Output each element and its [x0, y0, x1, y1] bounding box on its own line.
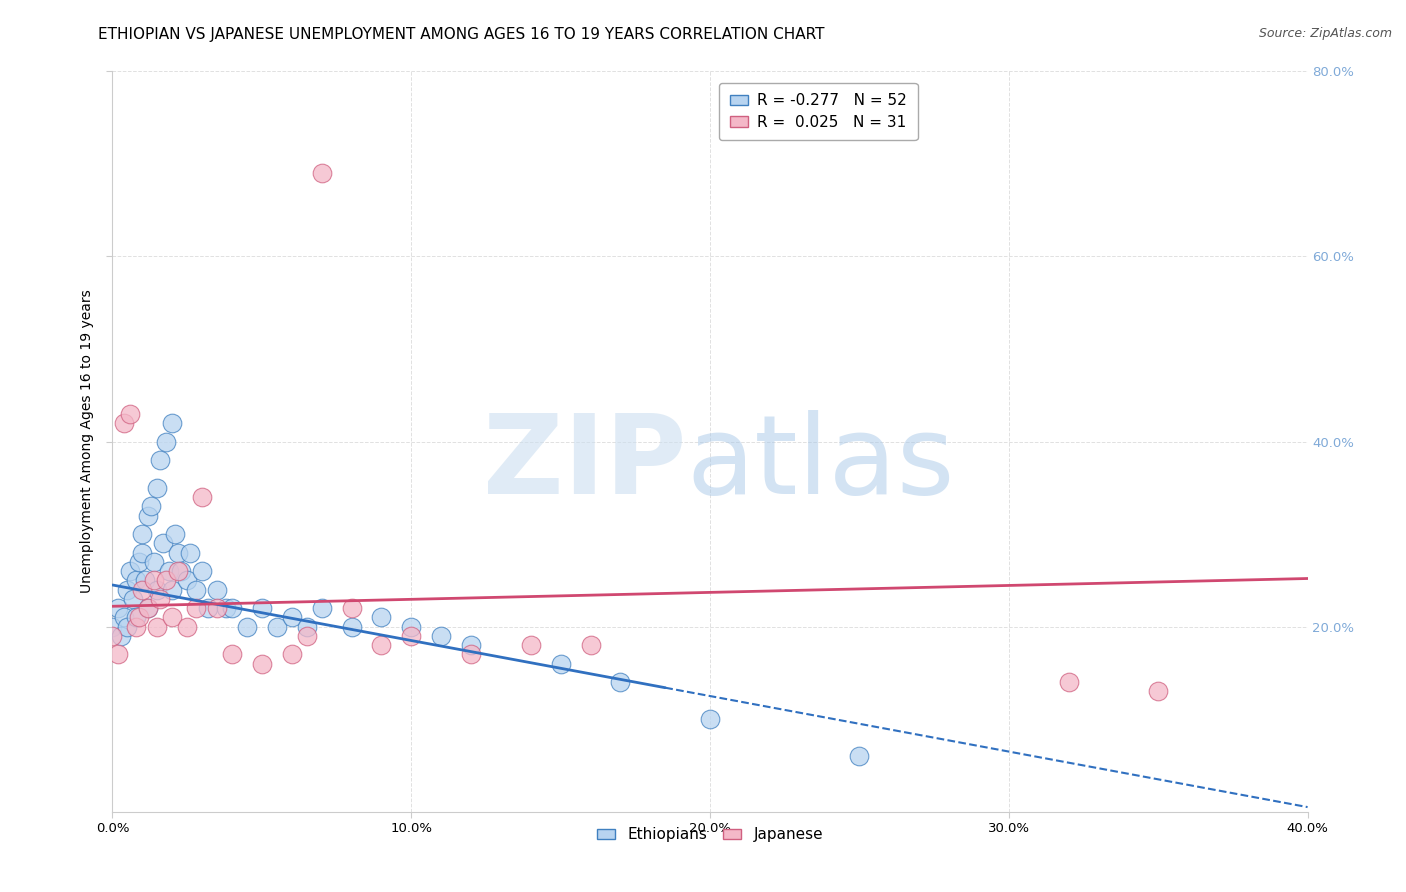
Point: [149, 453, 172, 467]
Point: [125, 619, 148, 633]
Point: [131, 545, 153, 560]
Point: [205, 601, 228, 615]
Point: [131, 527, 153, 541]
Point: [401, 629, 423, 643]
Point: [205, 582, 228, 597]
Point: [370, 610, 392, 624]
Point: [340, 619, 363, 633]
Point: [162, 610, 183, 624]
Point: [117, 582, 139, 597]
Point: [117, 619, 139, 633]
Y-axis label: Unemployment Among Ages 16 to 19 years: Unemployment Among Ages 16 to 19 years: [80, 290, 94, 593]
Point: [609, 675, 631, 690]
Point: [221, 601, 243, 615]
Point: [143, 555, 166, 569]
Point: [120, 564, 142, 578]
Point: [370, 638, 392, 652]
Point: [114, 610, 135, 624]
Point: [579, 638, 602, 652]
Point: [848, 749, 870, 764]
Point: [141, 500, 163, 514]
Point: [162, 416, 183, 430]
Point: [146, 481, 169, 495]
Legend: Ethiopians, Japanese: Ethiopians, Japanese: [591, 822, 830, 848]
Point: [149, 591, 172, 606]
Point: [146, 582, 169, 597]
Point: [191, 564, 214, 578]
Point: [186, 582, 208, 597]
Point: [311, 166, 333, 180]
Point: [138, 601, 160, 615]
Point: [236, 619, 259, 633]
Point: [176, 619, 198, 633]
Point: [114, 416, 135, 430]
Point: [101, 629, 124, 643]
Point: [134, 574, 156, 588]
Point: [138, 601, 160, 615]
Point: [340, 601, 363, 615]
Point: [128, 610, 150, 624]
Point: [311, 601, 333, 615]
Point: [1057, 675, 1080, 690]
Point: [221, 648, 243, 662]
Point: [167, 545, 190, 560]
Point: [138, 508, 160, 523]
Point: [155, 434, 177, 449]
Point: [191, 490, 214, 504]
Point: [460, 648, 482, 662]
Point: [430, 629, 453, 643]
Point: [460, 638, 482, 652]
Point: [128, 555, 150, 569]
Point: [110, 629, 132, 643]
Point: [250, 601, 273, 615]
Point: [401, 619, 423, 633]
Text: atlas: atlas: [686, 410, 955, 517]
Point: [107, 648, 129, 662]
Point: [157, 564, 180, 578]
Point: [1147, 684, 1170, 698]
Point: [122, 591, 145, 606]
Point: [162, 582, 183, 597]
Point: [550, 657, 572, 671]
Text: ETHIOPIAN VS JAPANESE UNEMPLOYMENT AMONG AGES 16 TO 19 YEARS CORRELATION CHART: ETHIOPIAN VS JAPANESE UNEMPLOYMENT AMONG…: [98, 27, 825, 42]
Point: [266, 619, 288, 633]
Point: [143, 574, 166, 588]
Point: [186, 601, 208, 615]
Point: [167, 564, 190, 578]
Point: [131, 582, 153, 597]
Point: [295, 629, 318, 643]
Point: [152, 536, 174, 550]
Point: [155, 574, 177, 588]
Point: [101, 619, 124, 633]
Point: [179, 545, 201, 560]
Point: [170, 564, 193, 578]
Point: [281, 648, 304, 662]
Point: [107, 601, 129, 615]
Point: [125, 574, 148, 588]
Point: [699, 712, 721, 726]
Point: [520, 638, 543, 652]
Point: [125, 610, 148, 624]
Point: [197, 601, 219, 615]
Point: [295, 619, 318, 633]
Point: [215, 601, 238, 615]
Point: [250, 657, 273, 671]
Point: [120, 407, 142, 421]
Text: Source: ZipAtlas.com: Source: ZipAtlas.com: [1258, 27, 1392, 40]
Point: [165, 527, 187, 541]
Point: [281, 610, 304, 624]
Point: [146, 619, 169, 633]
Text: ZIP: ZIP: [482, 410, 686, 517]
Point: [176, 574, 198, 588]
